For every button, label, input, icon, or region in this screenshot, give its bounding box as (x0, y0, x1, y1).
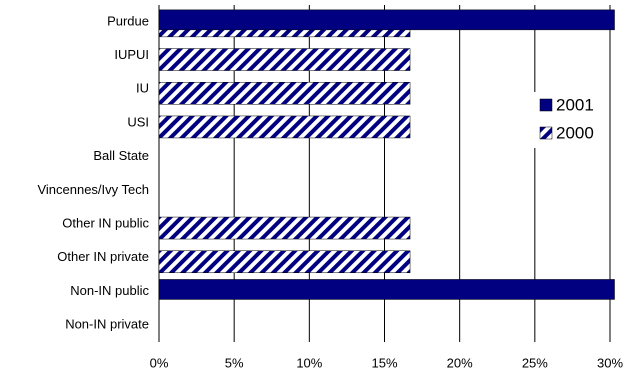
bar (158, 48, 411, 71)
bar (158, 115, 411, 139)
y-tick-label: Ball State (93, 148, 149, 163)
bar (158, 279, 615, 300)
y-tick-label: IUPUI (114, 47, 149, 62)
y-tick-label: IU (136, 81, 149, 96)
bar (158, 250, 411, 273)
x-tick-label: 0% (150, 355, 169, 370)
legend-label: 2001 (556, 95, 594, 114)
legend-swatch (539, 98, 553, 112)
y-tick-label: Other IN public (62, 215, 149, 230)
legend: 2001 2000 (534, 92, 608, 148)
y-tick-label: Non-IN public (70, 283, 149, 298)
x-tick-label: 5% (225, 355, 244, 370)
x-tick-label: 30% (597, 355, 623, 370)
y-tick-label: Vincennes/Ivy Tech (37, 182, 149, 197)
legend-label: 2000 (556, 123, 594, 142)
x-tick-label: 20% (447, 355, 473, 370)
y-tick-label: USI (127, 114, 149, 129)
x-tick-label: 10% (296, 355, 322, 370)
x-tick-label: 15% (371, 355, 397, 370)
bar (158, 216, 411, 240)
bar (158, 82, 411, 105)
y-tick-label: Other IN private (57, 249, 149, 264)
x-tick-label: 25% (522, 355, 548, 370)
bar (158, 9, 615, 31)
y-tick-label: Non-IN private (65, 317, 149, 332)
legend-swatch (539, 126, 553, 140)
y-tick-label: Purdue (107, 13, 149, 28)
